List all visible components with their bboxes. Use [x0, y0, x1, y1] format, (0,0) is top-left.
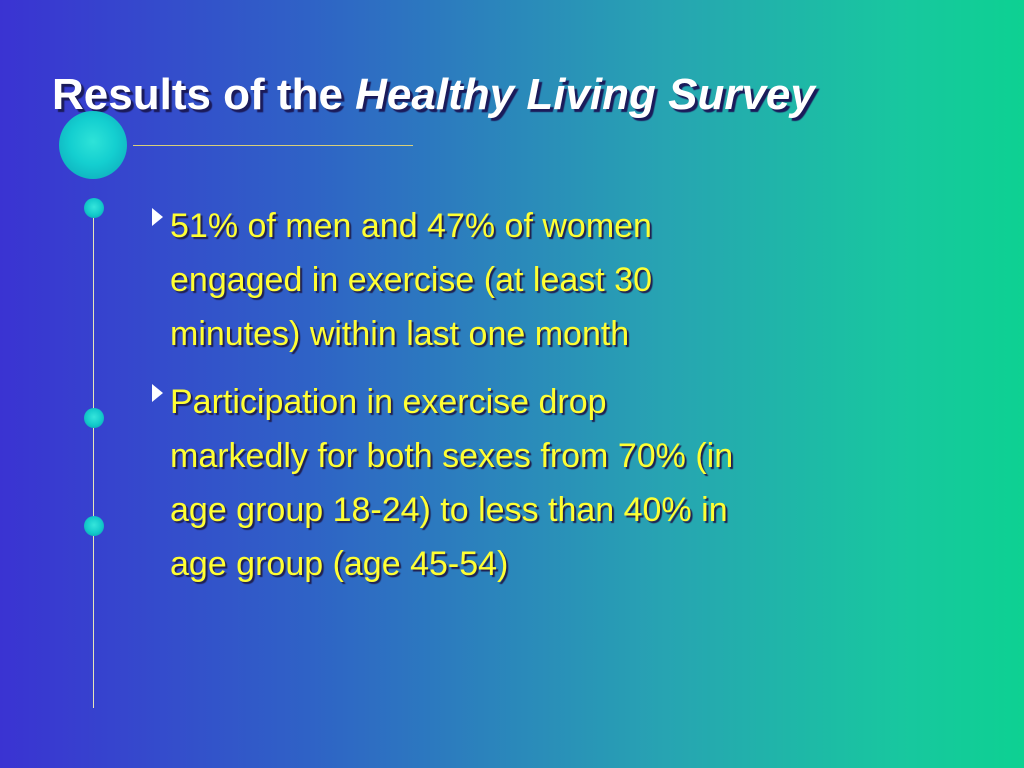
- timeline-dot-icon: [84, 516, 104, 536]
- title-prefix: Results of the: [52, 70, 343, 119]
- title-orb-icon: [59, 111, 127, 179]
- slide-title: Results of the Healthy Living Survey: [52, 70, 815, 120]
- bullet-list: 51% of men and 47% of women engaged in e…: [146, 199, 946, 605]
- bullet-item: Participation in exercise drop markedly …: [146, 375, 946, 591]
- bullet-line: age group 18-24) to less than 40% in: [170, 491, 728, 529]
- bullet-item: 51% of men and 47% of women engaged in e…: [146, 199, 946, 361]
- timeline-line: [93, 214, 94, 708]
- title-divider: [133, 145, 413, 146]
- bullet-line: Participation in exercise drop: [170, 383, 607, 421]
- title-emphasis: Healthy Living Survey: [355, 70, 815, 119]
- bullet-line: markedly for both sexes from 70% (in: [170, 437, 734, 475]
- bullet-line: engaged in exercise (at least 30: [170, 261, 652, 299]
- bullet-arrow-icon: [152, 208, 163, 226]
- bullet-line: age group (age 45-54): [170, 545, 509, 583]
- bullet-line: 51% of men and 47% of women: [170, 207, 652, 245]
- bullet-line: minutes) within last one month: [170, 315, 630, 353]
- bullet-arrow-icon: [152, 384, 163, 402]
- timeline-dot-icon: [84, 408, 104, 428]
- timeline-dot-icon: [84, 198, 104, 218]
